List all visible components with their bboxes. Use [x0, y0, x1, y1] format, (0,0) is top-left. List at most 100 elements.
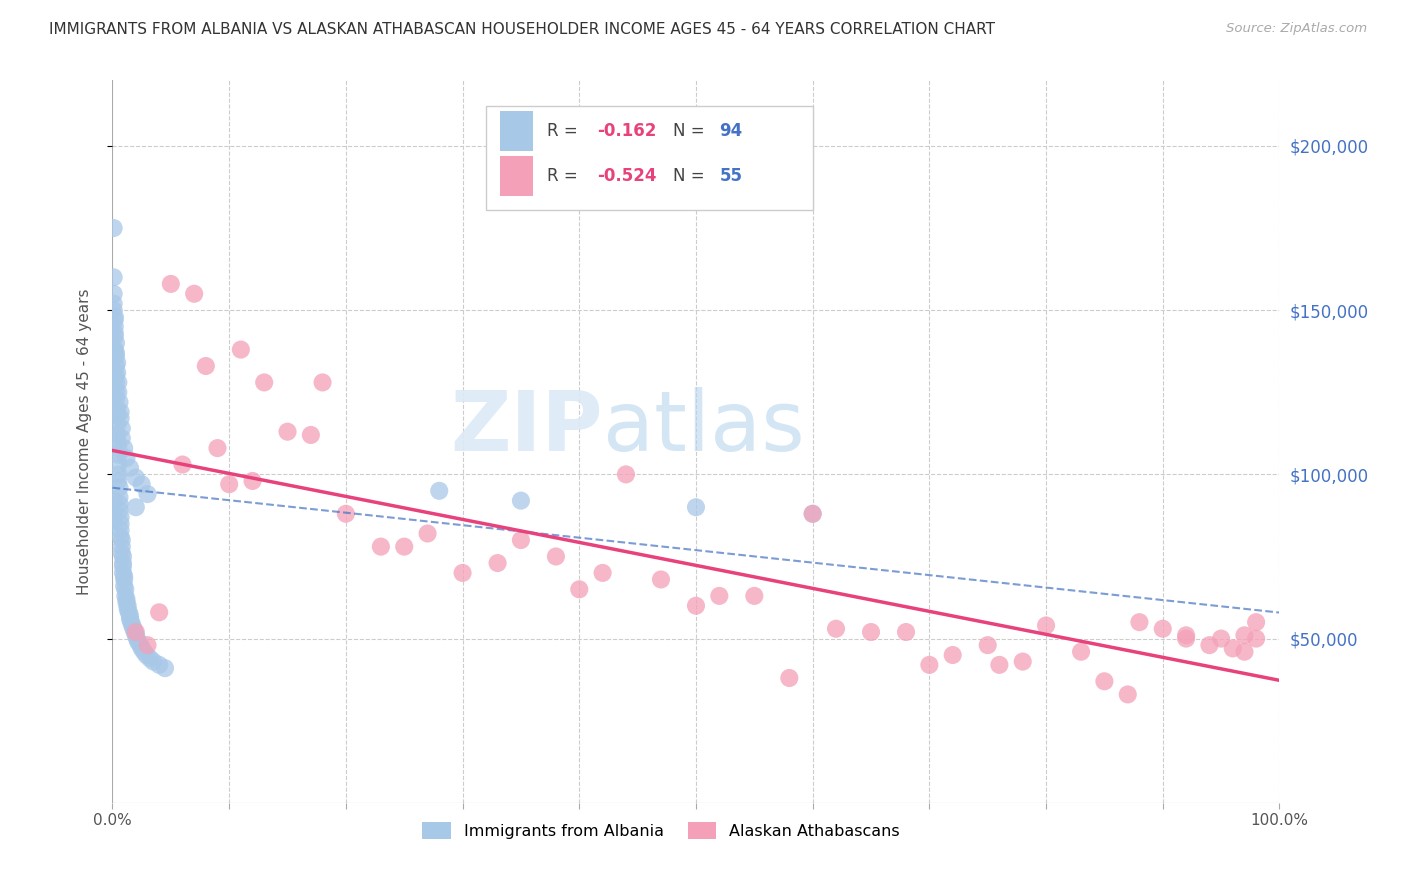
Point: [122, 622, 145, 636]
Point: [103, 221, 125, 235]
Point: [1209, 632, 1232, 646]
Point: [125, 632, 148, 646]
Point: [111, 556, 134, 570]
Point: [110, 411, 132, 425]
Point: [115, 595, 138, 609]
Point: [103, 513, 125, 527]
Legend: Immigrants from Albania, Alaskan Athabascans: Immigrants from Albania, Alaskan Athabas…: [416, 816, 907, 846]
Point: [105, 418, 128, 433]
Point: [1152, 622, 1174, 636]
Point: [129, 638, 152, 652]
Point: [124, 625, 146, 640]
Point: [139, 651, 162, 665]
Point: [104, 310, 127, 324]
Point: [117, 599, 139, 613]
Point: [104, 313, 127, 327]
Point: [111, 431, 134, 445]
Point: [104, 346, 127, 360]
Point: [894, 625, 917, 640]
Point: [111, 533, 134, 547]
Point: [509, 533, 531, 547]
Point: [801, 507, 824, 521]
Point: [183, 286, 205, 301]
Point: [709, 589, 731, 603]
Point: [104, 349, 127, 363]
Point: [117, 602, 139, 616]
Point: [311, 376, 333, 390]
Point: [451, 566, 474, 580]
Text: Source: ZipAtlas.com: Source: ZipAtlas.com: [1226, 22, 1367, 36]
Text: atlas: atlas: [603, 386, 804, 467]
Point: [825, 622, 848, 636]
Point: [207, 441, 229, 455]
Point: [108, 481, 131, 495]
Point: [135, 648, 157, 662]
Point: [172, 458, 194, 472]
Point: [125, 625, 148, 640]
Point: [486, 556, 509, 570]
Point: [942, 648, 965, 662]
Point: [229, 343, 252, 357]
Point: [131, 477, 153, 491]
Point: [115, 450, 138, 465]
Y-axis label: Householder Income Ages 45 - 64 years: Householder Income Ages 45 - 64 years: [77, 288, 91, 595]
Point: [112, 441, 135, 455]
Point: [115, 592, 138, 607]
Point: [685, 599, 707, 613]
Text: N =: N =: [672, 122, 710, 140]
Point: [1011, 655, 1033, 669]
Point: [104, 376, 127, 390]
Point: [744, 589, 766, 603]
Point: [103, 296, 125, 310]
Point: [778, 671, 800, 685]
Text: R =: R =: [547, 167, 582, 185]
Point: [427, 483, 450, 498]
Point: [1198, 638, 1220, 652]
Point: [394, 540, 416, 554]
Point: [104, 359, 127, 373]
Point: [125, 628, 148, 642]
Point: [194, 359, 217, 373]
Point: [136, 487, 159, 501]
Point: [103, 270, 125, 285]
Point: [104, 343, 127, 357]
Point: [544, 549, 567, 564]
Point: [108, 395, 131, 409]
Point: [107, 458, 129, 472]
Point: [1244, 632, 1267, 646]
Point: [509, 493, 531, 508]
Point: [114, 582, 136, 597]
Point: [1035, 618, 1057, 632]
Point: [121, 618, 143, 632]
Text: IMMIGRANTS FROM ALBANIA VS ALASKAN ATHABASCAN HOUSEHOLDER INCOME AGES 45 - 64 YE: IMMIGRANTS FROM ALBANIA VS ALASKAN ATHAB…: [49, 22, 995, 37]
Text: R =: R =: [547, 122, 582, 140]
Point: [118, 460, 141, 475]
Point: [107, 467, 129, 482]
Point: [107, 376, 129, 390]
Point: [160, 277, 183, 291]
Point: [120, 615, 142, 630]
Point: [104, 392, 127, 406]
Point: [105, 366, 128, 380]
Point: [111, 421, 134, 435]
Point: [118, 608, 141, 623]
Point: [114, 589, 136, 603]
Point: [104, 368, 127, 383]
Point: [1175, 632, 1198, 646]
Point: [1175, 628, 1198, 642]
Point: [112, 569, 135, 583]
Point: [1094, 674, 1116, 689]
Point: [127, 635, 149, 649]
Point: [118, 605, 141, 619]
Point: [107, 448, 129, 462]
Point: [105, 428, 128, 442]
Point: [1233, 628, 1256, 642]
FancyBboxPatch shape: [501, 112, 533, 151]
Point: [370, 540, 392, 554]
Point: [218, 477, 240, 491]
Point: [1222, 641, 1244, 656]
Point: [131, 641, 153, 656]
Point: [108, 491, 131, 505]
Point: [104, 319, 127, 334]
Point: [103, 286, 125, 301]
